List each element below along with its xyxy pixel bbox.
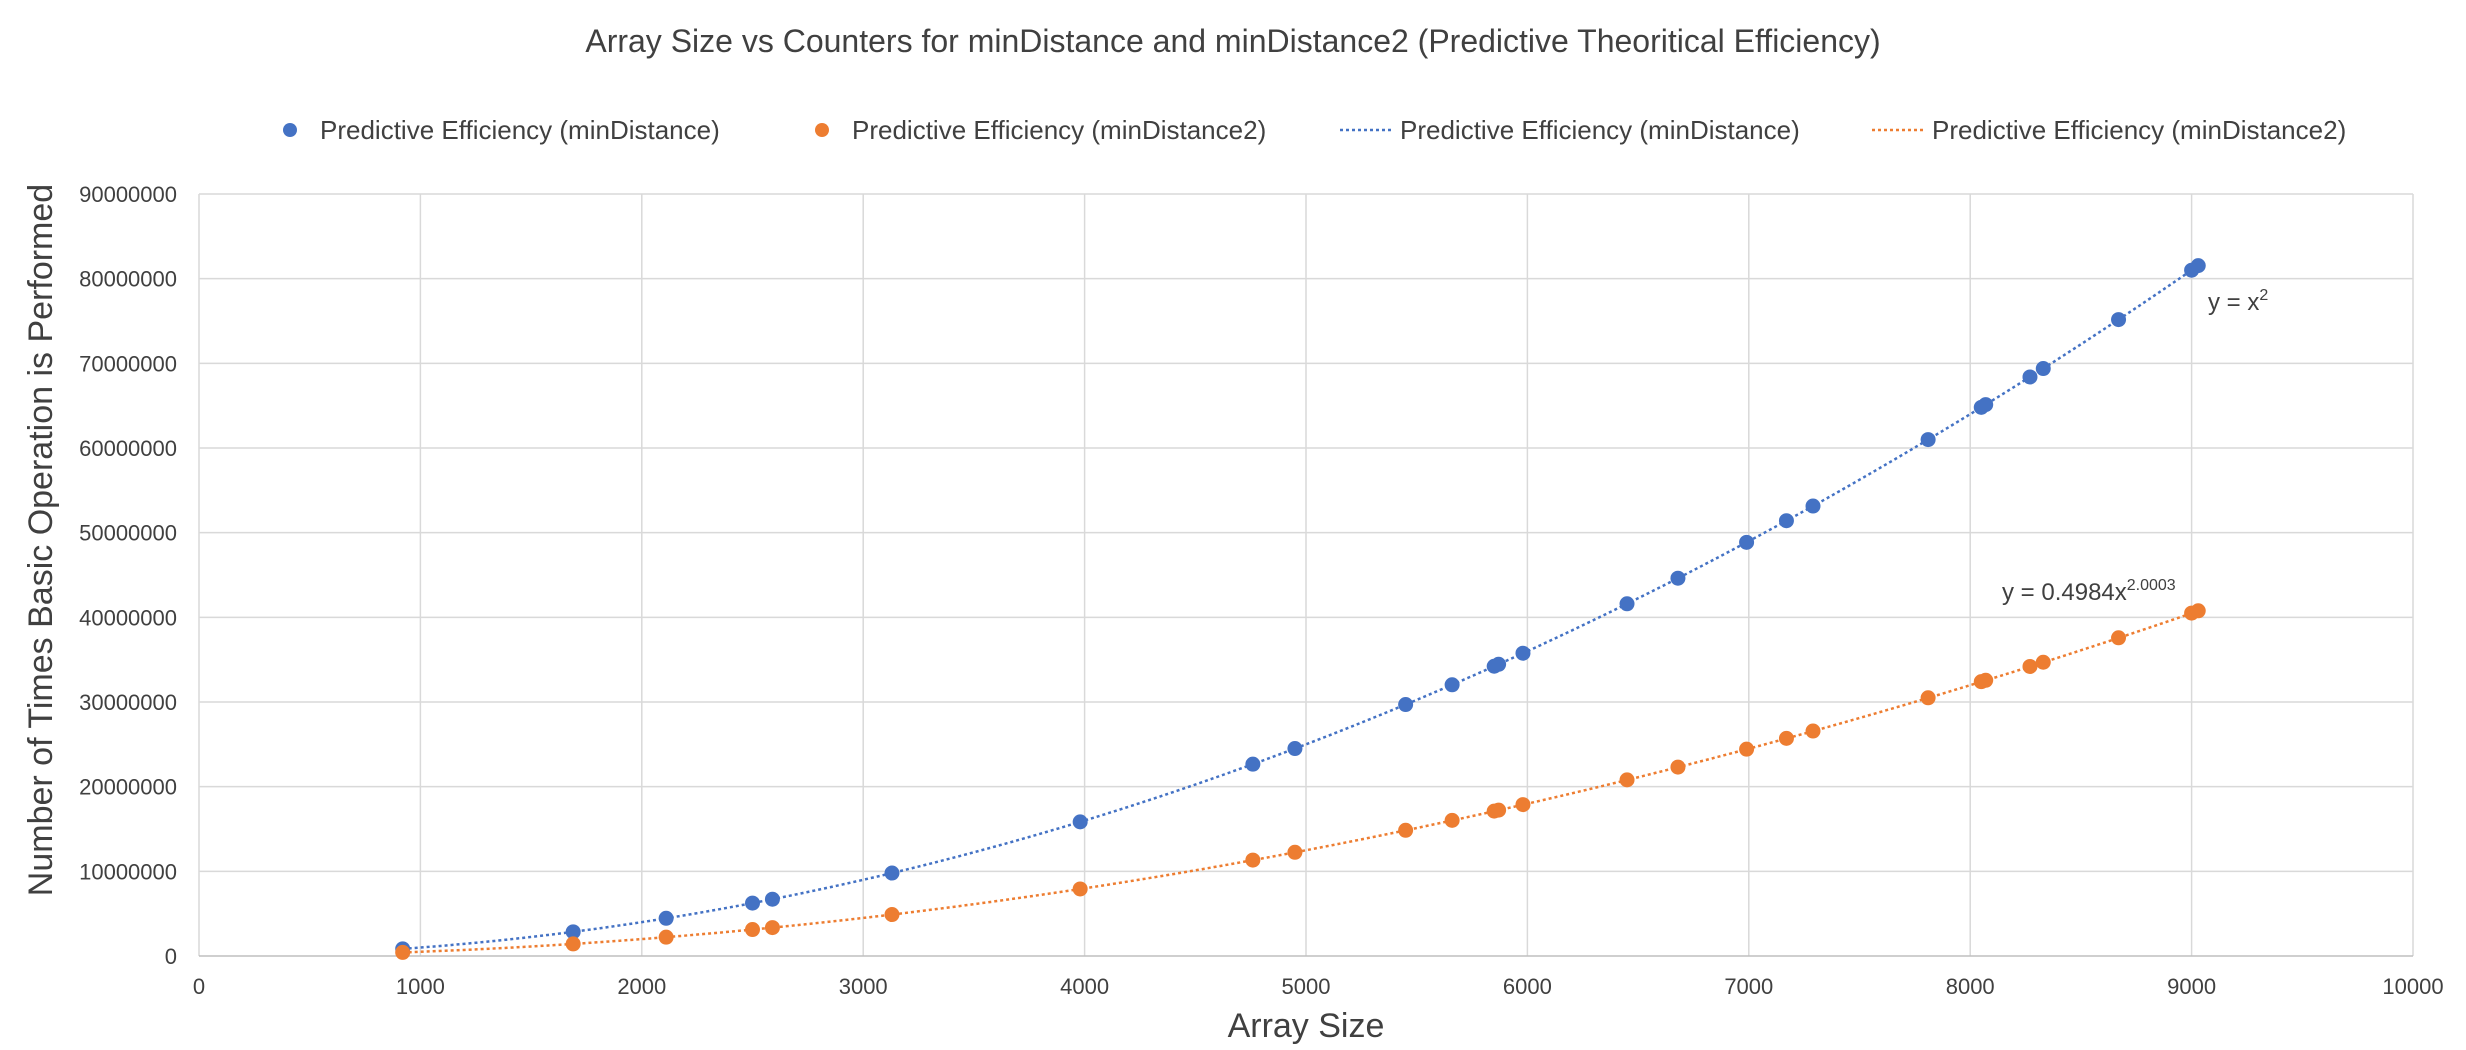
data-point-series-2 xyxy=(395,944,411,960)
data-point-series-2 xyxy=(745,922,760,938)
trendline-series-2 xyxy=(402,609,2199,954)
x-tick-label: 1000 xyxy=(396,974,445,999)
data-point-series-2 xyxy=(1444,812,1460,828)
data-point-series-2 xyxy=(1619,772,1635,788)
data-point-series-2 xyxy=(1072,881,1088,897)
legend-label-line-mindistance: Predictive Efficiency (minDistance) xyxy=(1400,115,1800,145)
data-point-series-2 xyxy=(1739,741,1755,757)
data-point-series-2 xyxy=(1978,672,1994,688)
x-axis-title: Array Size xyxy=(1228,1007,1385,1045)
data-points xyxy=(395,258,2206,960)
data-point-series-1 xyxy=(2035,361,2051,377)
legend-label-line-mindistance2: Predictive Efficiency (minDistance2) xyxy=(1932,115,2346,145)
y-tick-label: 70000000 xyxy=(79,351,177,376)
data-point-series-1 xyxy=(1287,741,1303,757)
tick-labels: 0 10000000 20000000 30000000 40000000 5000000… xyxy=(79,182,2443,999)
y-tick-label: 60000000 xyxy=(79,436,177,461)
data-point-series-2 xyxy=(1287,844,1303,860)
data-point-series-2 xyxy=(565,936,581,952)
x-tick-label: 10000 xyxy=(2382,974,2443,999)
data-point-series-2 xyxy=(2035,654,2051,670)
data-point-series-1 xyxy=(1398,697,1414,713)
trendline-series-1 xyxy=(402,264,2199,951)
x-tick-label: 8000 xyxy=(1946,974,1995,999)
legend-label-marker-mindistance: Predictive Efficiency (minDistance) xyxy=(320,115,720,145)
x-tick-label: 7000 xyxy=(1724,974,1773,999)
x-tick-label: 6000 xyxy=(1503,974,1552,999)
data-point-series-2 xyxy=(1670,759,1686,775)
data-point-series-2 xyxy=(2022,658,2038,674)
data-point-series-2 xyxy=(2111,630,2127,646)
data-point-series-2 xyxy=(1491,802,1507,818)
gridlines xyxy=(198,193,2414,956)
trendline-equation-mindistance2: y = 0.4984x2.0003 xyxy=(2002,577,2176,606)
data-point-series-1 xyxy=(764,891,780,907)
data-point-series-2 xyxy=(1245,852,1261,868)
data-point-series-1 xyxy=(1670,570,1686,586)
data-point-series-2 xyxy=(884,907,900,923)
data-point-series-1 xyxy=(1920,432,1936,448)
data-point-series-2 xyxy=(1920,690,1936,706)
data-point-series-1 xyxy=(1805,498,1821,514)
data-point-series-1 xyxy=(884,865,900,881)
y-tick-label: 40000000 xyxy=(79,605,177,630)
data-point-series-1 xyxy=(1739,534,1755,550)
data-point-series-1 xyxy=(1778,513,1794,529)
y-tick-label: 10000000 xyxy=(79,859,177,884)
data-point-series-1 xyxy=(1444,677,1460,693)
legend-marker-mindistance2 xyxy=(815,123,829,137)
equation-exponent: 2 xyxy=(2259,287,2268,304)
legend-label-marker-mindistance2: Predictive Efficiency (minDistance2) xyxy=(852,115,1266,145)
data-point-series-1 xyxy=(745,895,760,911)
data-point-series-2 xyxy=(658,929,674,945)
data-point-series-2 xyxy=(1515,797,1531,813)
data-point-series-2 xyxy=(2190,603,2206,619)
x-tick-label: 3000 xyxy=(839,974,888,999)
data-point-series-1 xyxy=(2111,312,2127,328)
equation-base: y = 0.4984x xyxy=(2002,579,2127,606)
legend: Predictive Efficiency (minDistance) Pred… xyxy=(283,115,2346,145)
chart-title: Array Size vs Counters for minDistance a… xyxy=(585,23,1880,59)
y-tick-label: 90000000 xyxy=(79,182,177,207)
data-point-series-2 xyxy=(764,920,780,936)
y-tick-label: 0 xyxy=(165,944,177,969)
y-tick-label: 50000000 xyxy=(79,521,177,546)
data-point-series-1 xyxy=(1491,656,1507,672)
x-tick-label: 4000 xyxy=(1060,974,1109,999)
trendlines xyxy=(402,264,2199,954)
equation-base: y = x xyxy=(2208,289,2259,316)
legend-marker-mindistance xyxy=(283,123,297,137)
data-point-series-1 xyxy=(2022,369,2038,385)
data-point-series-2 xyxy=(1778,730,1794,746)
x-tick-label: 9000 xyxy=(2167,974,2216,999)
data-point-series-1 xyxy=(565,924,581,940)
data-point-series-1 xyxy=(1978,397,1994,413)
trendline-equation-mindistance: y = x2 xyxy=(2208,287,2268,316)
y-tick-label: 80000000 xyxy=(79,267,177,292)
data-point-series-1 xyxy=(2190,258,2206,274)
x-tick-label: 2000 xyxy=(617,974,666,999)
data-point-series-1 xyxy=(1245,756,1261,772)
data-point-series-2 xyxy=(1805,723,1821,739)
y-tick-label: 20000000 xyxy=(79,775,177,800)
data-point-series-1 xyxy=(1515,645,1531,661)
x-tick-label: 5000 xyxy=(1282,974,1331,999)
x-tick-label: 0 xyxy=(193,974,205,999)
data-point-series-2 xyxy=(1398,822,1414,838)
equation-exponent: 2.0003 xyxy=(2127,577,2176,594)
data-point-series-1 xyxy=(1072,814,1088,830)
data-point-series-1 xyxy=(1619,596,1635,612)
y-tick-label: 30000000 xyxy=(79,690,177,715)
data-point-series-1 xyxy=(658,910,674,926)
y-axis-title: Number of Times Basic Operation is Perfo… xyxy=(22,184,60,896)
